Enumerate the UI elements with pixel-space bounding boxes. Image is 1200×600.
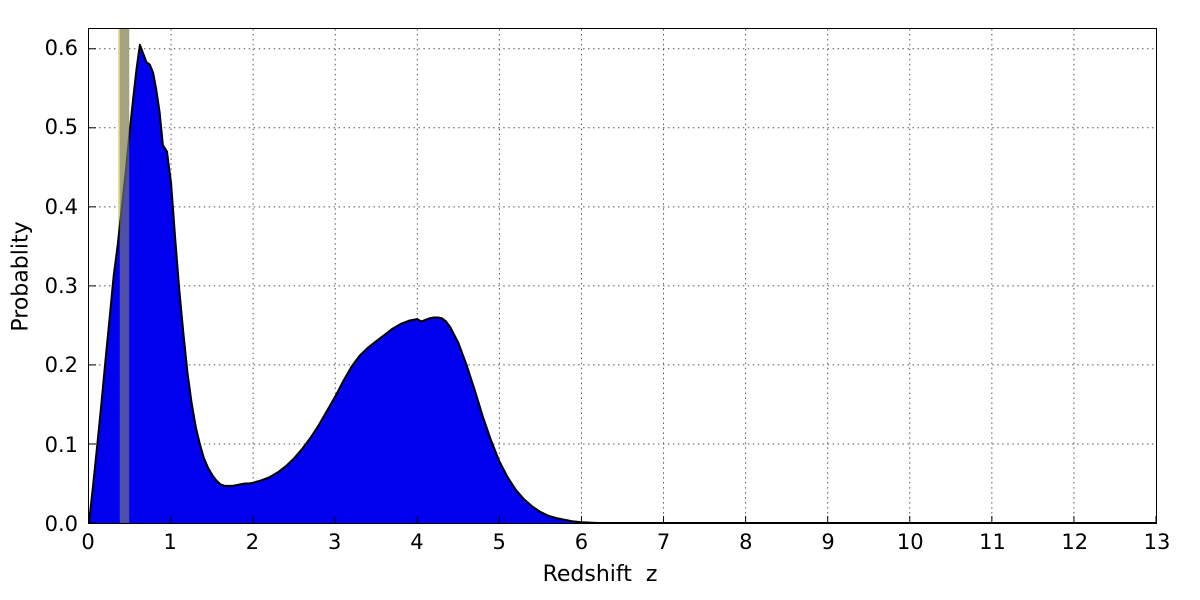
x-axis-title: Redshift z xyxy=(542,562,658,587)
series-outline xyxy=(89,43,1156,523)
series-area-fill xyxy=(89,44,1156,523)
x-tick-label: 5 xyxy=(492,530,506,554)
tick-marks xyxy=(89,48,1156,523)
y-tick-label: 0.6 xyxy=(44,35,78,60)
vspan-foreground-layer xyxy=(119,29,130,523)
x-tick-label: 0 xyxy=(81,530,95,554)
x-tick-label: 1 xyxy=(163,530,177,554)
x-tick-label: 3 xyxy=(328,530,342,554)
x-tick-label: 8 xyxy=(739,530,753,554)
y-tick-label: 0.5 xyxy=(44,115,78,140)
y-tick-label: 0.2 xyxy=(44,353,78,378)
series-layer xyxy=(89,43,1156,523)
x-tick-label: 2 xyxy=(245,530,260,554)
plot-area xyxy=(88,28,1157,524)
y-tick-label: 0.1 xyxy=(44,432,78,457)
x-tick-label: 9 xyxy=(821,530,835,554)
y-tick-label: 0.0 xyxy=(44,512,78,536)
x-tick-label: 7 xyxy=(656,530,671,554)
y-tick-label: 0.3 xyxy=(44,273,78,298)
plot-svg xyxy=(89,29,1156,523)
photometric-redshift-band xyxy=(119,29,130,523)
grid-lines xyxy=(89,29,1156,523)
x-tick-label: 11 xyxy=(979,530,1006,554)
x-tick-label: 6 xyxy=(574,530,589,554)
y-axis-tick-labels: 0.0 0.1 0.2 0.3 0.4 0.5 0.6 xyxy=(0,0,78,600)
x-tick-label: 12 xyxy=(1061,530,1089,554)
x-tick-label: 10 xyxy=(896,530,924,554)
x-tick-label: 4 xyxy=(410,530,424,554)
x-tick-label: 13 xyxy=(1143,530,1171,554)
y-tick-label: 0.4 xyxy=(44,194,78,219)
x-axis-tick-labels: 0 1 2 3 4 5 6 7 8 9 10 11 12 13 xyxy=(0,532,1200,562)
